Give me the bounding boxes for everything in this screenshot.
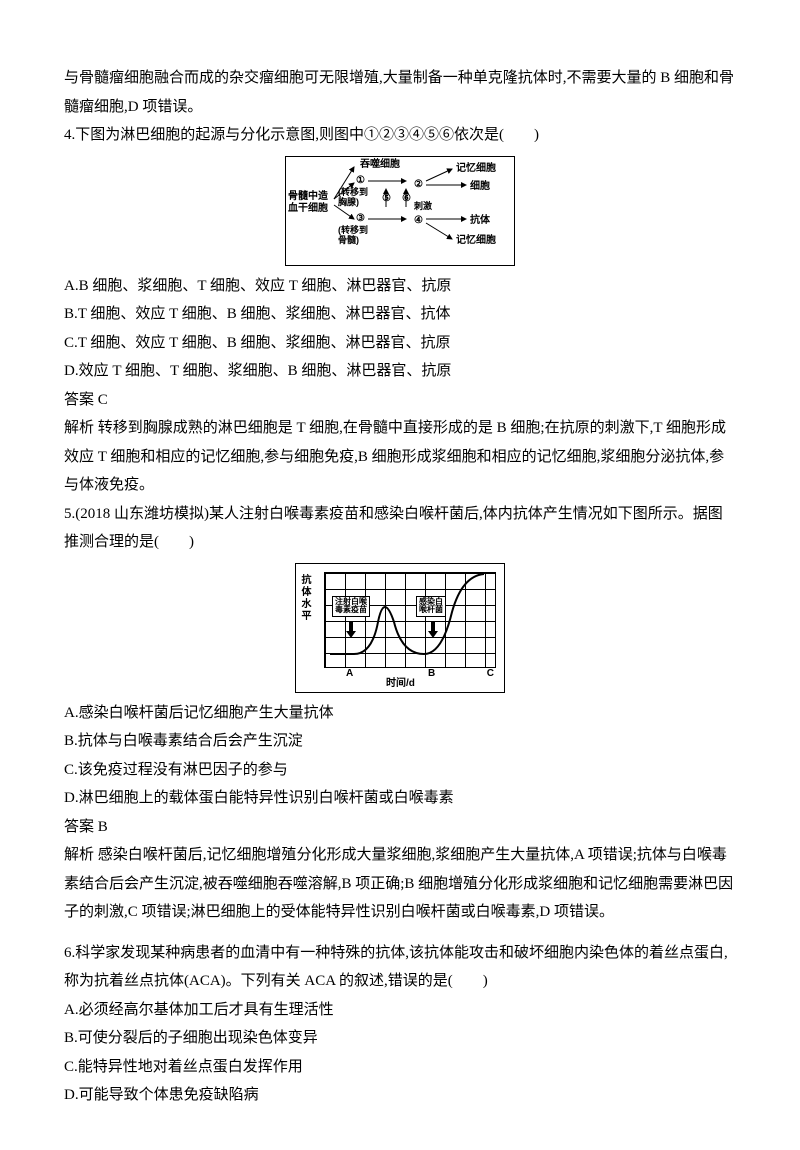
q4-analysis: 解析 转移到胸腺成熟的淋巴细胞是 T 细胞,在骨髓中直接形成的是 B 细胞;在抗… xyxy=(64,414,736,500)
q4-option-d: D.效应 T 细胞、T 细胞、浆细胞、B 细胞、淋巴器官、抗原 xyxy=(64,357,736,386)
spacer xyxy=(64,927,736,939)
q6-option-c: C.能特异性地对着丝点蛋白发挥作用 xyxy=(64,1053,736,1082)
q4-figure: 骨髓中造 血干细胞 吞噬细胞 ① (转移到 胸腺) 记忆细胞 ② 细胞 ⑤ ⑥ … xyxy=(64,156,736,266)
q4-option-a: A.B 细胞、浆细胞、T 细胞、效应 T 细胞、淋巴器官、抗原 xyxy=(64,272,736,301)
fig2-arrow2 xyxy=(428,622,438,638)
q5-answer: 答案 B xyxy=(64,813,736,842)
fig2-labA: A xyxy=(346,668,353,680)
q4-stem: 4.下图为淋巴细胞的起源与分化示意图,则图中①②③④⑤⑥依次是( ) xyxy=(64,121,736,150)
fig2-box1b: 毒素疫苗 xyxy=(335,605,367,614)
q6-stem: 6.科学家发现某种病患者的血清中有一种特殊的抗体,该抗体能攻击和破坏细胞内染色体… xyxy=(64,939,736,996)
q6-option-a: A.必须经高尔基体加工后才具有生理活性 xyxy=(64,996,736,1025)
q5-analysis: 解析 感染白喉杆菌后,记忆细胞增殖分化形成大量浆细胞,浆细胞产生大量抗体,A 项… xyxy=(64,841,736,927)
fig2-box2b: 喉杆菌 xyxy=(419,605,443,614)
fig2-ylabel: 抗体水平 xyxy=(298,574,310,622)
fig2-arrow1 xyxy=(346,622,356,638)
fig2-labB: B xyxy=(428,668,435,680)
fig2-box2: 感染白 喉杆菌 xyxy=(416,596,446,618)
q6-option-b: B.可使分裂后的子细胞出现染色体变异 xyxy=(64,1024,736,1053)
q5-figure: 抗体水平 时间/d 注射白喉 毒素疫苗 感染白 喉杆菌 A B C xyxy=(64,563,736,693)
fig2-xlabel: 时间/d xyxy=(386,678,415,690)
q4-option-c: C.T 细胞、效应 T 细胞、B 细胞、浆细胞、淋巴器官、抗原 xyxy=(64,329,736,358)
fig2-box1: 注射白喉 毒素疫苗 xyxy=(332,596,370,618)
q4-option-b: B.T 细胞、效应 T 细胞、B 细胞、浆细胞、淋巴器官、抗体 xyxy=(64,300,736,329)
q5-option-b: B.抗体与白喉毒素结合后会产生沉淀 xyxy=(64,727,736,756)
q5-option-a: A.感染白喉杆菌后记忆细胞产生大量抗体 xyxy=(64,699,736,728)
q6-option-d: D.可能导致个体患免疫缺陷病 xyxy=(64,1081,736,1110)
q5-stem: 5.(2018 山东潍坊模拟)某人注射白喉毒素疫苗和感染白喉杆菌后,体内抗体产生… xyxy=(64,500,736,557)
intro-text: 与骨髓瘤细胞融合而成的杂交瘤细胞可无限增殖,大量制备一种单克隆抗体时,不需要大量… xyxy=(64,64,736,121)
q5-option-c: C.该免疫过程没有淋巴因子的参与 xyxy=(64,756,736,785)
fig2-labC: C xyxy=(487,668,494,680)
q5-option-d: D.淋巴细胞上的载体蛋白能特异性识别白喉杆菌或白喉毒素 xyxy=(64,784,736,813)
q4-answer: 答案 C xyxy=(64,386,736,415)
